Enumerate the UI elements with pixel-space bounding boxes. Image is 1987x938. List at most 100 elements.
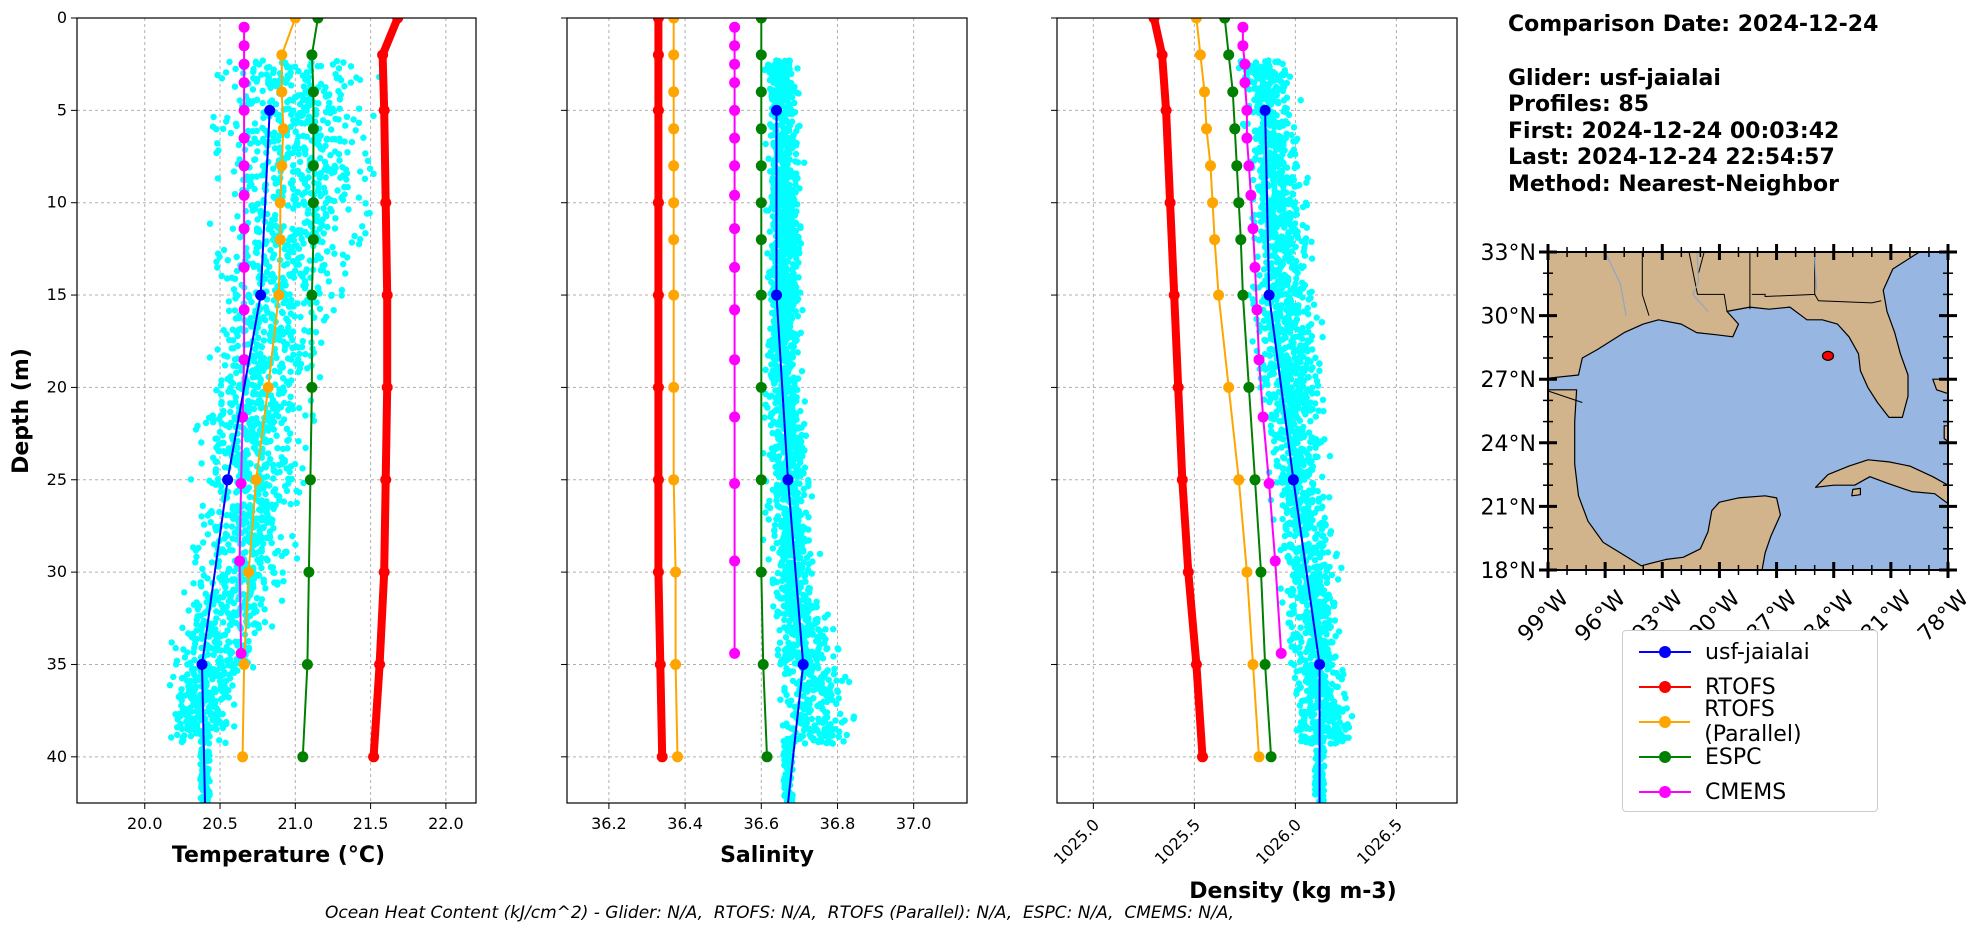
glider-data-point [367,166,373,172]
glider-data-point [221,352,227,358]
glider-data-point [331,198,337,204]
glider-data-point [781,624,787,630]
glider-data-point [313,329,319,335]
glider-data-point [1311,302,1317,308]
y-tick-label: 5 [57,100,67,119]
glider-data-point [348,63,354,69]
glider-data-point [790,349,796,355]
cmems-marker [729,40,740,51]
glider-data-point [254,97,260,103]
glider-data-point [328,126,334,132]
glider-data-point [818,689,824,695]
cmems-marker [729,304,740,315]
glider-data-point [254,216,260,222]
rtofs-marker [655,659,666,670]
glider-data-point [233,394,239,400]
glider-data-point [800,548,806,554]
glider-data-point [319,263,325,269]
glider-data-point [196,699,202,705]
glider-data-point [270,569,276,575]
glider-data-point [784,72,790,78]
glider-data-point [254,148,260,154]
glider-data-point [208,519,214,525]
glider-data-point [261,577,267,583]
cmems-marker [729,59,740,70]
glider-data-point [783,692,789,698]
glider-data-point [258,376,264,382]
glider-data-point [290,328,296,334]
cmems-marker [729,22,740,33]
glider-data-point [293,343,299,349]
glider-data-point [802,740,808,746]
glider-data-point [788,236,794,242]
espc-marker [756,123,767,134]
glider-data-point [210,114,216,120]
glider-data-point [774,502,780,508]
glider-data-point [1256,237,1262,243]
glider-data-point [782,791,788,797]
glider-data-point [342,122,348,128]
glider-data-point [779,151,785,157]
glider-data-point [777,697,783,703]
glider-data-point [292,541,298,547]
glider-data-point [807,551,813,557]
glider-data-point [200,503,206,509]
glider-data-point [272,145,278,151]
glider-data-point [321,317,327,323]
glider-data-point [253,535,259,541]
glider-data-point [295,438,301,444]
glider-data-point [785,640,791,646]
glider-data-point [326,100,332,106]
glider-data-point [344,114,350,120]
glider-data-point [774,590,780,596]
glider-data-point [336,65,342,71]
glider-data-point [820,633,826,639]
cmems-marker [239,223,250,234]
glider-data-point [819,704,825,710]
glider-data-point [294,229,300,235]
glider-data-point [324,248,330,254]
glider-data-point [173,661,179,667]
glider-data-point [262,491,268,497]
espc-marker [306,382,317,393]
glider-data-point [254,76,260,82]
glider-data-point [790,457,796,463]
glider-data-point [830,740,836,746]
glider-data-point [261,329,267,335]
espc-marker [303,567,314,578]
glider-data-point [224,627,230,633]
glider-data-point [804,716,810,722]
glider-data-point [232,191,238,197]
glider-data-point [232,84,238,90]
glider-data-point [817,551,823,557]
glider-data-point [257,350,263,356]
glider-data-point [1314,314,1320,320]
glider-data-point [259,596,265,602]
rtofs_parallel-marker [670,659,681,670]
glider-data-point [807,625,813,631]
glider-data-point [215,147,221,153]
glider-data-point [778,314,784,320]
glider-data-point [329,244,335,250]
glider-data-point [316,142,322,148]
glider-data-point [265,427,271,433]
glider-data-point [223,523,229,529]
glider-data-point [182,654,188,660]
glider-data-point [357,77,363,83]
glider-data-point [230,516,236,522]
glider-data-point [784,605,790,611]
glider-data-point [229,576,235,582]
y-tick-label: 40 [47,747,67,766]
glider-data-point [234,292,240,298]
glider-data-point [294,141,300,147]
glider-data-point [763,141,769,147]
espc-marker [756,197,767,208]
glider-data-point [178,686,184,692]
glider-data-point [340,261,346,267]
glider-data-point [250,621,256,627]
cmems-marker [239,77,250,88]
glider-data-point [198,582,204,588]
glider-data-point [794,680,800,686]
glider-data-point [282,457,288,463]
glider-data-point [263,463,269,469]
